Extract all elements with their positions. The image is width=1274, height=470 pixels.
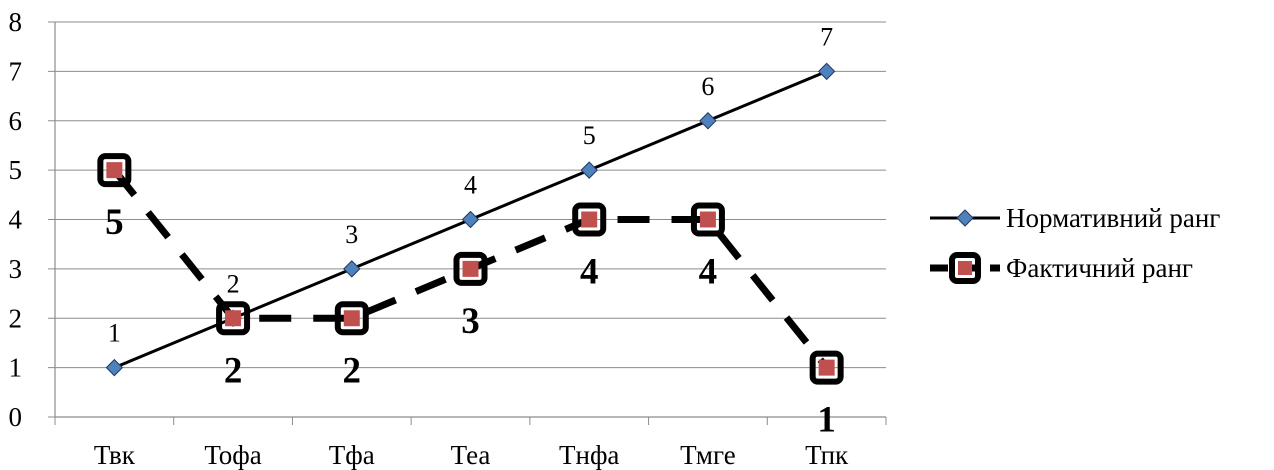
marker-square-outline-factual (809, 350, 844, 385)
data-label-normative: 4 (464, 171, 477, 200)
marker-diamond-normative (105, 358, 124, 377)
data-label-normative: 3 (345, 220, 358, 249)
y-tick-label: 3 (9, 254, 23, 284)
x-category-label: Теа (451, 440, 491, 470)
marker-diamond-normative (699, 112, 717, 130)
data-label-normative: 7 (820, 22, 833, 51)
marker-square-factual (581, 211, 598, 228)
marker-diamond-normative (817, 62, 836, 81)
y-axis-ticks: 0 1 2 3 4 5 6 7 8 (9, 7, 23, 432)
data-label-factual: 3 (461, 301, 480, 342)
legend-marker-factual (958, 261, 972, 275)
marker-square-factual (818, 359, 835, 376)
y-tick-label: 7 (9, 56, 23, 86)
marker-square-factual (699, 211, 716, 228)
data-label-factual: 5 (105, 202, 124, 243)
marker-square-outline-factual (690, 202, 725, 237)
data-label-normative: 1 (108, 319, 121, 348)
data-label-normative: 6 (701, 72, 714, 101)
marker-diamond-normative (343, 260, 361, 278)
y-tick-label: 2 (9, 303, 23, 333)
marker-square-factual (106, 162, 123, 179)
legend-label-factual: Фактичний ранг (1006, 253, 1193, 283)
x-category-label: Тофа (204, 440, 261, 470)
x-category-label: Тпк (805, 440, 849, 470)
x-category-label: Тмге (680, 440, 736, 470)
data-label-factual: 2 (224, 350, 243, 391)
y-tick-label: 1 (9, 353, 23, 383)
legend-marker-normative (956, 209, 974, 227)
y-tick-label: 0 (9, 402, 23, 432)
marker-square-factual (462, 260, 479, 277)
x-axis-categories: Твк Тофа Тфа Теа Тнфа Тмге Тпк (94, 440, 849, 470)
marker-diamond-normative (580, 161, 598, 179)
marker-diamond-normative (461, 210, 480, 229)
marker-square-factual (343, 310, 360, 327)
y-tick-label: 5 (9, 155, 23, 185)
legend-label-normative: Нормативний ранг (1006, 203, 1220, 233)
legend: Нормативний ранг Фактичний ранг (930, 203, 1220, 284)
legend-marker-outline-factual (949, 252, 981, 284)
marker-square-factual (225, 310, 242, 327)
series-layer (97, 62, 844, 385)
axes (48, 21, 887, 425)
x-category-label: Тфа (329, 440, 375, 470)
x-category-label: Твк (94, 440, 136, 470)
marker-square-outline-factual (216, 301, 251, 336)
marker-square-outline-factual (453, 251, 488, 286)
data-label-factual: 4 (580, 252, 599, 293)
data-label-factual: 4 (699, 252, 718, 293)
marker-square-outline-factual (572, 202, 607, 237)
marker-square-outline-factual (334, 301, 369, 336)
y-tick-label: 6 (9, 106, 23, 136)
data-label-normative: 2 (227, 269, 240, 298)
marker-square-outline-factual (97, 153, 132, 188)
data-label-factual: 1 (817, 400, 836, 441)
data-label-factual: 2 (343, 350, 362, 391)
data-label-normative: 5 (583, 121, 596, 150)
y-tick-label: 8 (9, 7, 23, 37)
x-category-label: Тнфа (559, 440, 619, 470)
y-tick-label: 4 (9, 205, 23, 235)
data-labels: 1 2 3 4 5 6 7 5 2 2 3 4 4 1 (105, 22, 836, 440)
